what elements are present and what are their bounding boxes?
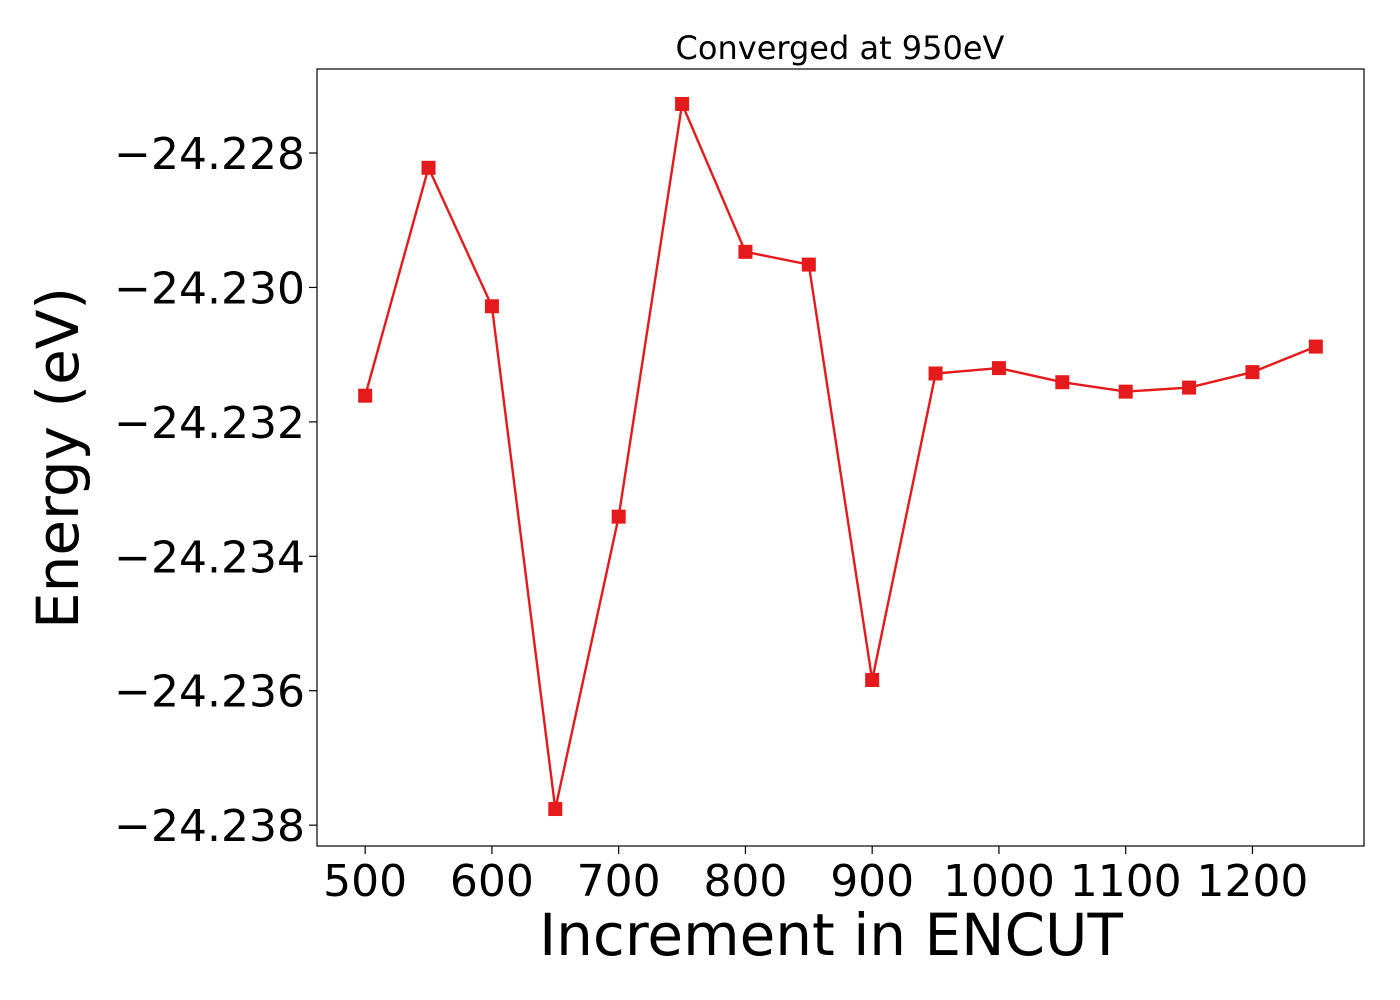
y-axis-ticks: −24.228 −24.230 −24.232 −24.234 −24.236 −24.2…	[114, 129, 317, 852]
x-tick-label: 700	[577, 856, 661, 907]
y-tick-label: −24.234	[114, 532, 305, 583]
x-tick-label: 800	[703, 856, 787, 907]
plot-series	[358, 96, 1323, 817]
data-point	[928, 366, 943, 381]
x-tick-label: 600	[450, 856, 534, 907]
data-point	[865, 672, 880, 687]
data-point	[358, 388, 373, 403]
y-axis-label: Energy (eV)	[24, 287, 92, 629]
chart-title: Converged at 950eV	[676, 29, 1005, 67]
data-point	[801, 257, 816, 272]
x-tick-label: 1100	[1070, 856, 1182, 907]
y-tick-label: −24.228	[114, 129, 305, 180]
data-point	[484, 299, 499, 314]
x-tick-label: 500	[323, 856, 407, 907]
y-tick-label: −24.230	[114, 263, 305, 314]
y-tick-label: −24.238	[114, 801, 305, 852]
y-tick-label: −24.236	[114, 667, 305, 718]
data-point	[1245, 365, 1260, 380]
data-point	[991, 361, 1006, 376]
plot-frame	[316, 68, 1365, 847]
data-point	[738, 244, 753, 259]
data-point	[1182, 380, 1197, 395]
y-tick-label: −24.232	[114, 398, 305, 449]
x-axis-ticks: 500 600 700 800 900 1000 1100 1200	[323, 846, 1308, 907]
x-tick-label: 1200	[1196, 856, 1308, 907]
data-point	[1055, 375, 1070, 390]
data-point	[1308, 339, 1323, 354]
data-point	[611, 509, 626, 524]
data-point	[421, 160, 436, 175]
x-tick-label: 900	[830, 856, 914, 907]
data-point	[1118, 384, 1133, 399]
x-tick-label: 1000	[943, 856, 1055, 907]
series-line	[364, 99, 1317, 810]
x-axis-label: Increment in ENCUT	[539, 901, 1123, 969]
data-point	[548, 802, 563, 817]
data-point	[675, 96, 690, 111]
